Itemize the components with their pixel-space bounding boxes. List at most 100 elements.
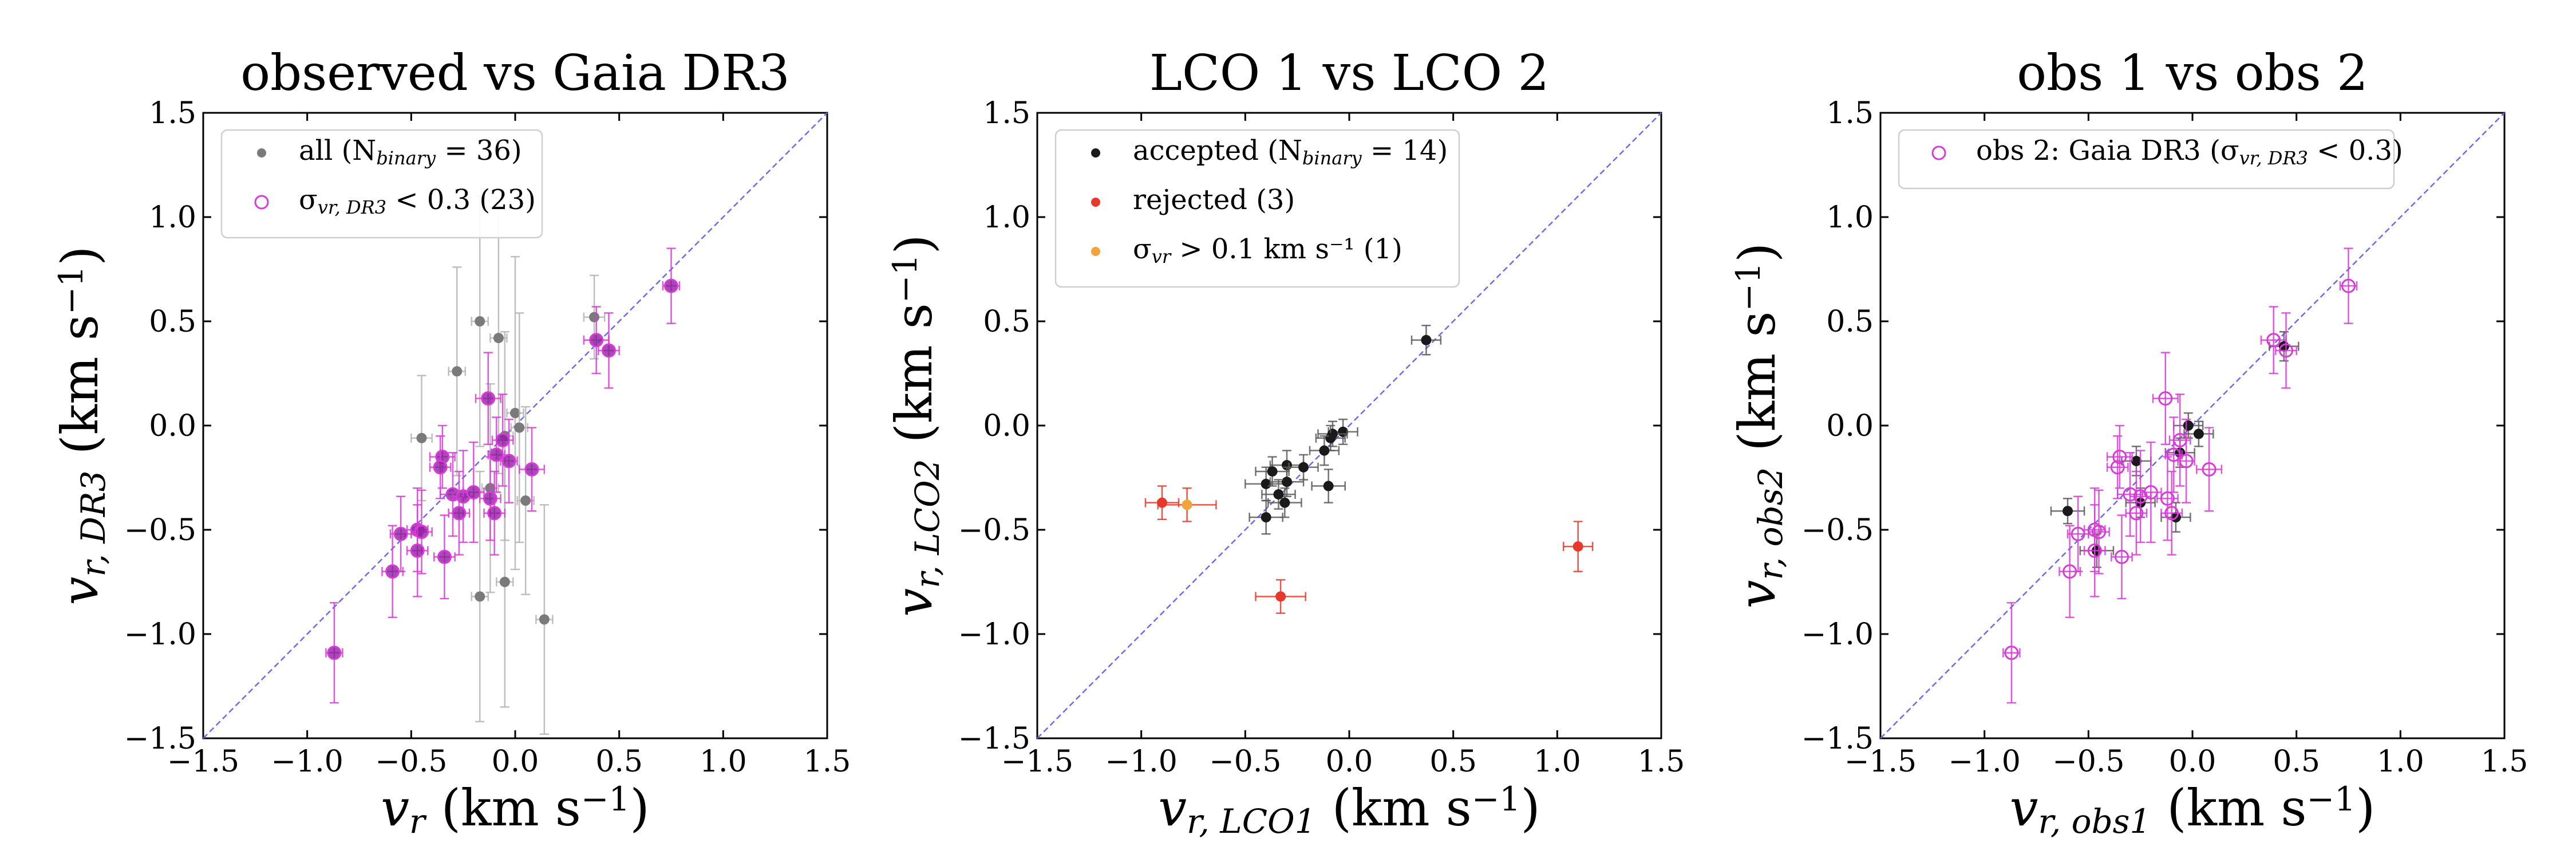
y-label-close: ) [50,246,109,265]
x-tick-label: −1.0 [271,745,343,779]
point-marker [539,614,550,625]
point-marker [1261,512,1271,523]
x-tick-label: −0.5 [2052,745,2124,779]
data-point [2339,247,2358,324]
point-marker [1323,481,1334,491]
y-tick-label: −0.5 [1801,513,1874,548]
data-point [1309,435,1340,466]
point-marker [416,432,427,443]
point-marker [2164,506,2179,521]
y-tick-label: 1.0 [983,200,1030,235]
data-point [1249,499,1283,535]
point-marker [1319,445,1330,456]
x-tick-label: 1.0 [1534,745,1581,779]
legend-marker [1931,145,1946,160]
point-marker [1267,466,1278,477]
point-marker [489,447,504,462]
point-marker [475,591,485,602]
point-marker [520,495,531,506]
x-label-units: (km s [1316,778,1472,837]
point-marker [2004,645,2019,660]
data-point [2168,393,2191,487]
point-marker [2158,391,2173,406]
point-marker [393,526,408,541]
point-marker [2063,564,2077,579]
point-marker [385,564,400,579]
y-label-symbol: v [50,577,109,605]
point-marker [2279,343,2293,358]
data-point [1562,521,1594,573]
legend-text-rest: < 0.3 (23) [386,184,536,216]
x-label-superscript: −1 [581,780,630,818]
point-marker [501,454,516,469]
y-label-symbol: v [1728,580,1787,609]
point-marker [589,333,604,348]
data-point [506,255,524,570]
legend-label: rejected (3) [1133,184,1295,216]
point-marker [452,506,467,521]
point-marker [475,316,485,326]
data-point [381,525,404,619]
y-label-close: ) [1728,243,1787,262]
x-tick-label: 0.5 [595,745,643,779]
data-point [475,352,501,446]
legend-box [1054,129,1460,288]
data-point [448,266,467,477]
one-to-one-line [1037,112,1662,739]
point-marker [2341,278,2356,293]
x-tick-label: −1.5 [1001,745,1073,779]
point-marker [1273,489,1284,500]
x-label-close: ) [2356,778,2375,837]
point-marker [452,366,463,377]
x-tick-label: 1.5 [804,745,851,779]
point-marker [1182,499,1192,510]
legend-text: obs 2: Gaia DR3 (σ [1976,135,2239,167]
point-marker [481,391,496,406]
point-marker [1298,462,1309,473]
y-tick-label: −1.0 [1801,617,1874,652]
data-point [2152,352,2179,446]
x-label-symbol: v [2010,778,2038,837]
y-label-superscript: −1 [52,266,90,315]
x-tick-label: 1.5 [2481,745,2528,779]
point-marker [2114,549,2129,564]
data-point [1255,456,1290,487]
data-point [2160,470,2183,556]
y-label-subscript: r, LCO2 [908,459,947,588]
data-point [479,456,501,541]
data-point [1255,579,1306,614]
x-tick-label: −1.0 [1949,745,2021,779]
legend-marker [257,148,266,158]
data-point [2139,441,2162,544]
y-tick-label: 0.5 [149,305,196,339]
legend-label: accepted (Nbinary = 14) [1133,135,1448,169]
data-point [2177,418,2195,503]
legend: obs 2: Gaia DR3 (σvr, DR3 < 0.3) [1898,129,2403,190]
data-point [2083,504,2106,597]
data-point [1267,487,1302,518]
point-marker [2129,506,2144,521]
legend-subscript: vr, DR3 [2239,147,2308,169]
x-tick-label: −0.5 [375,745,447,779]
y-tick-label: 1.5 [983,96,1030,131]
x-tick-label: 0.0 [2169,745,2217,779]
legend-text: σ [299,184,318,216]
legend-box [1898,129,2395,190]
legend-label: all (Nbinary = 36) [299,135,522,169]
data-point [535,504,554,735]
point-marker [2183,420,2194,431]
legend-text: rejected (3) [1133,184,1295,216]
y-label-superscript: −1 [886,254,924,304]
data-point [389,495,412,573]
point-marker [1282,477,1292,487]
x-label-superscript: −1 [2307,780,2356,818]
y-axis-label: vr, DR3 (km s−1) [50,246,113,605]
series-3 [1157,487,1217,522]
data-point [429,435,452,499]
y-tick-label: −1.0 [124,617,196,652]
chart-panel-1: −1.5 −1.0 −0.5 0.0 0.5 1.0 1.5 −1.5 −1.0 −0.5 0.0 0… [50,45,851,841]
series-1 [1244,325,1442,535]
y-tick-label: 0.0 [983,409,1030,443]
x-axis-label: vr, LCO1 (km s−1) [1158,778,1540,841]
legend-text: all (N [299,135,376,167]
